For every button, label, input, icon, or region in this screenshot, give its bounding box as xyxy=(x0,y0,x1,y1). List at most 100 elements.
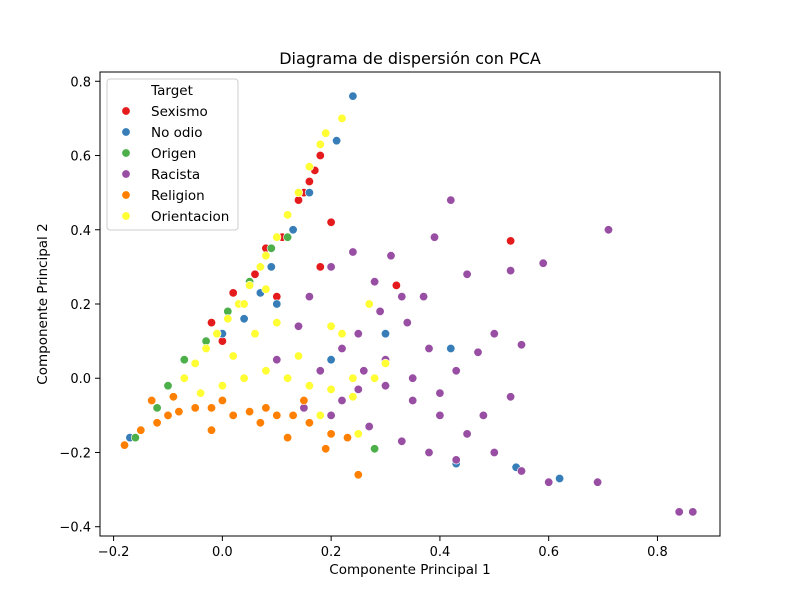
point-origen xyxy=(179,355,189,365)
point-racista xyxy=(337,395,347,405)
point-racista xyxy=(304,292,314,302)
point-racista xyxy=(593,477,603,487)
point-origen xyxy=(283,232,293,242)
point-religion xyxy=(326,429,336,439)
point-religion xyxy=(272,410,282,420)
point-racista xyxy=(435,410,445,420)
point-origen xyxy=(152,403,162,413)
point-orientacion xyxy=(272,232,282,242)
y-tick-label: 0.8 xyxy=(70,75,91,90)
legend-marker xyxy=(121,106,131,116)
y-axis: −0.4 −0.2 0.0 0.2 0.4 0.6 0.8 xyxy=(59,75,100,536)
point-racista xyxy=(473,347,483,357)
point-racista xyxy=(489,329,499,339)
point-orientacion xyxy=(364,299,374,309)
point-orientacion xyxy=(326,321,336,331)
point-orientacion xyxy=(283,373,293,383)
point-racista xyxy=(603,225,613,235)
point-orientacion xyxy=(304,381,314,391)
point-origen xyxy=(370,444,380,454)
point-religion xyxy=(136,425,146,435)
point-racista xyxy=(446,195,456,205)
points-layer xyxy=(120,91,698,517)
chart-title: Diagrama de dispersión con PCA xyxy=(279,49,541,68)
point-orientacion xyxy=(245,280,255,290)
point-religion xyxy=(152,418,162,428)
point-sexismo xyxy=(391,280,401,290)
point-racista xyxy=(506,266,516,276)
point-racista xyxy=(674,507,684,517)
point-sexismo xyxy=(326,217,336,227)
legend-marker xyxy=(121,169,131,179)
point-sexismo xyxy=(228,288,238,298)
point-orientacion xyxy=(293,188,303,198)
point-orientacion xyxy=(321,128,331,138)
point-racista xyxy=(326,262,336,272)
point-racista xyxy=(397,436,407,446)
x-tick-label: 0.6 xyxy=(538,545,559,560)
point-orientacion xyxy=(239,373,249,383)
point-racista xyxy=(380,381,390,391)
point-orientacion xyxy=(212,329,222,339)
legend-label: No odio xyxy=(151,125,203,141)
point-no-odio xyxy=(555,473,565,483)
x-tick-label: 0.0 xyxy=(212,545,233,560)
point-religion xyxy=(288,410,298,420)
point-sexismo xyxy=(207,318,217,328)
point-racista xyxy=(353,329,363,339)
y-axis-label: Componente Principal 2 xyxy=(35,223,51,384)
point-no-odio xyxy=(380,329,390,339)
point-racista xyxy=(516,466,526,476)
point-orientacion xyxy=(223,314,233,324)
point-sexismo xyxy=(506,236,516,246)
point-racista xyxy=(293,321,303,331)
point-racista xyxy=(315,366,325,376)
point-origen xyxy=(266,243,276,253)
point-religion xyxy=(245,407,255,417)
point-sexismo xyxy=(250,269,260,279)
point-racista xyxy=(370,277,380,287)
legend-marker xyxy=(121,190,131,200)
x-tick-label: 0.4 xyxy=(430,545,451,560)
point-racista xyxy=(272,355,282,365)
point-orientacion xyxy=(255,262,265,272)
legend-items: Sexismo No odio Origen Racista Religion Orien… xyxy=(121,104,229,225)
point-racista xyxy=(419,292,429,302)
point-no-odio xyxy=(326,355,336,365)
point-orientacion xyxy=(261,366,271,376)
point-religion xyxy=(299,395,309,405)
point-racista xyxy=(489,447,499,457)
point-racista xyxy=(429,232,439,242)
legend-box xyxy=(106,78,239,231)
point-no-odio xyxy=(239,314,249,324)
point-no-odio xyxy=(304,188,314,198)
legend-label: Racista xyxy=(151,167,200,183)
point-racista xyxy=(402,318,412,328)
point-orientacion xyxy=(348,373,358,383)
point-orientacion xyxy=(326,384,336,394)
point-racista xyxy=(538,258,548,268)
point-sexismo xyxy=(293,195,303,205)
point-orientacion xyxy=(239,299,249,309)
legend-label: Sexismo xyxy=(151,104,208,120)
point-religion xyxy=(261,403,271,413)
legend-marker xyxy=(121,127,131,137)
point-racista xyxy=(451,366,461,376)
point-orientacion xyxy=(179,373,189,383)
point-orientacion xyxy=(272,318,282,328)
point-religion xyxy=(174,407,184,417)
point-religion xyxy=(304,418,314,428)
point-racista xyxy=(408,373,418,383)
point-orientacion xyxy=(190,358,200,368)
point-orientacion xyxy=(337,329,347,339)
y-tick-label: −0.2 xyxy=(59,446,91,461)
point-racista xyxy=(359,366,369,376)
point-sexismo xyxy=(315,262,325,272)
point-racista xyxy=(516,340,526,350)
legend: Target Sexismo No odio Origen Racista Religi… xyxy=(106,78,239,231)
point-religion xyxy=(190,403,200,413)
legend-marker xyxy=(121,148,131,158)
point-racista xyxy=(688,507,698,517)
point-no-odio xyxy=(332,136,342,146)
point-orientacion xyxy=(196,388,206,398)
